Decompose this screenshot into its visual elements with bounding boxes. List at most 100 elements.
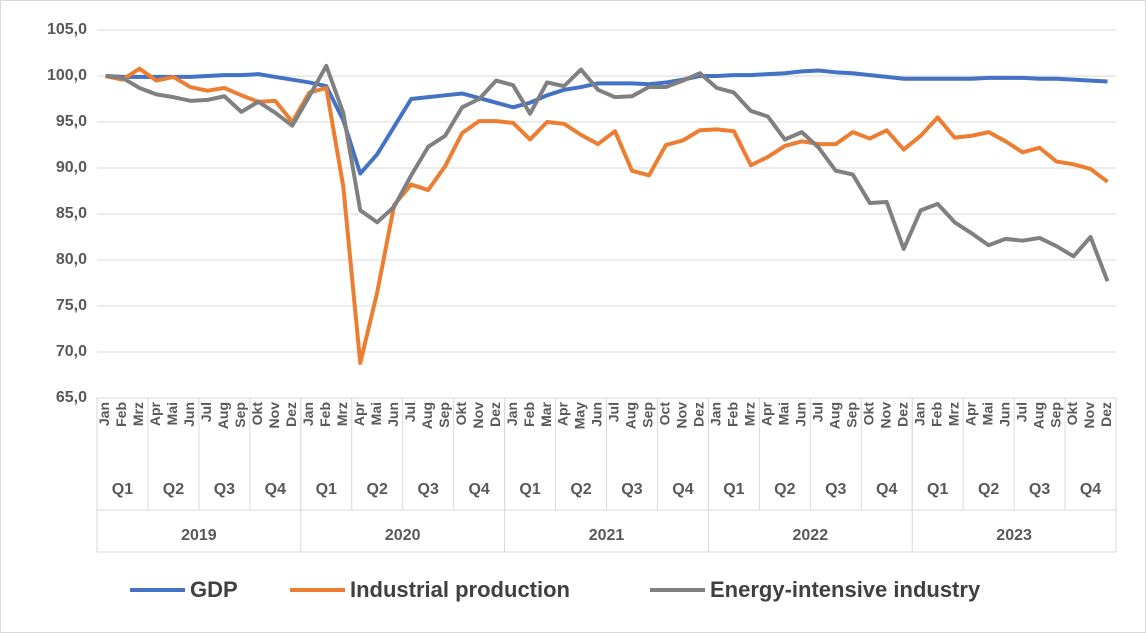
x-tick-label: Dez xyxy=(691,402,707,427)
legend-label: Industrial production xyxy=(350,577,570,602)
year-label: 2023 xyxy=(996,527,1032,544)
x-tick-label: Jun xyxy=(996,402,1012,427)
quarter-label: Q3 xyxy=(214,481,235,498)
x-tick-label: Jan xyxy=(911,402,927,426)
x-tick-label: Jul xyxy=(1013,402,1029,422)
quarter-label: Q4 xyxy=(1080,481,1101,498)
x-tick-label: Apr xyxy=(351,401,367,426)
x-tick-label: Mrz xyxy=(130,402,146,426)
x-tick-label: Feb xyxy=(317,402,333,427)
x-tick-label: Mrz xyxy=(945,402,961,426)
x-tick-label: Dez xyxy=(1098,402,1114,427)
year-label: 2022 xyxy=(793,527,829,544)
series-line xyxy=(105,66,1109,366)
quarter-label: Q2 xyxy=(978,481,999,498)
year-label: 2021 xyxy=(589,527,625,544)
x-tick-label: Jan xyxy=(504,402,520,426)
x-tick-label: Jun xyxy=(181,402,197,427)
x-tick-label: Sep xyxy=(640,402,656,428)
x-tick-label: Dez xyxy=(487,402,503,427)
quarter-label: Q1 xyxy=(723,481,744,498)
x-tick-label: Sep xyxy=(436,402,452,428)
x-tick-label: Okt xyxy=(1064,402,1080,426)
x-tick-label: Jan xyxy=(96,402,112,426)
x-tick-label: Apr xyxy=(962,401,978,426)
x-tick-label: Jul xyxy=(402,402,418,422)
x-tick-label: Aug xyxy=(623,402,639,429)
x-tick-label: Feb xyxy=(113,402,129,427)
x-tick-label: May xyxy=(572,402,588,429)
quarter-label: Q4 xyxy=(468,481,489,498)
x-tick-label: Jun xyxy=(793,402,809,427)
quarter-label: Q4 xyxy=(265,481,286,498)
x-tick-label: Mrz xyxy=(334,402,350,426)
x-tick-label: Okt xyxy=(453,402,469,426)
x-tick-label: Jan xyxy=(708,402,724,426)
x-tick-label: Mai xyxy=(164,402,180,425)
x-tick-label: Feb xyxy=(928,402,944,427)
x-tick-label: Jun xyxy=(385,402,401,427)
series-line xyxy=(105,63,1110,282)
quarter-label: Q3 xyxy=(418,481,439,498)
x-tick-label: Dez xyxy=(894,402,910,427)
legend-label: Energy-intensive industry xyxy=(710,577,981,602)
x-tick-label: Nov xyxy=(674,402,690,429)
y-tick-label: 95,0 xyxy=(56,113,87,130)
quarter-label: Q2 xyxy=(774,481,795,498)
x-tick-label: Mai xyxy=(979,402,995,425)
quarter-label: Q1 xyxy=(316,481,337,498)
year-label: 2020 xyxy=(385,527,421,544)
series-line xyxy=(105,68,1108,176)
quarter-label: Q2 xyxy=(570,481,591,498)
quarter-label: Q3 xyxy=(621,481,642,498)
quarter-label: Q4 xyxy=(672,481,693,498)
x-tick-label: Nov xyxy=(266,402,282,429)
quarter-label: Q3 xyxy=(825,481,846,498)
x-tick-label: Sep xyxy=(843,402,859,428)
quarter-label: Q1 xyxy=(519,481,540,498)
x-tick-label: Jan xyxy=(300,402,316,426)
quarter-label: Q1 xyxy=(112,481,133,498)
x-tick-label: Nov xyxy=(1081,402,1097,429)
quarter-label: Q2 xyxy=(163,481,184,498)
y-tick-label: 85,0 xyxy=(56,205,87,222)
legend-label: GDP xyxy=(190,577,238,602)
y-tick-label: 100,0 xyxy=(47,67,87,84)
x-tick-label: Aug xyxy=(826,402,842,429)
x-tick-label: Mai xyxy=(368,402,384,425)
x-tick-label: Apr xyxy=(147,401,163,426)
x-tick-label: Nov xyxy=(470,402,486,429)
y-tick-label: 70,0 xyxy=(56,343,87,360)
x-tick-label: Mai xyxy=(776,402,792,425)
x-tick-label: Okt xyxy=(249,402,265,426)
x-tick-label: Sep xyxy=(1047,402,1063,428)
quarter-label: Q3 xyxy=(1029,481,1050,498)
x-tick-label: Jun xyxy=(589,402,605,427)
y-tick-label: 105,0 xyxy=(47,21,87,38)
x-tick-label: Jul xyxy=(809,402,825,422)
x-tick-label: Okt xyxy=(860,402,876,426)
quarter-label: Q1 xyxy=(927,481,948,498)
x-tick-label: Aug xyxy=(215,402,231,429)
x-tick-label: Nov xyxy=(877,402,893,429)
y-tick-label: 75,0 xyxy=(56,297,87,314)
x-tick-label: Apr xyxy=(555,401,571,426)
x-tick-label: Apr xyxy=(759,401,775,426)
x-tick-label: Oct xyxy=(657,402,673,426)
x-tick-label: Mrz xyxy=(742,402,758,426)
x-tick-label: Mar xyxy=(538,401,554,426)
year-label: 2019 xyxy=(181,527,217,544)
x-tick-label: Sep xyxy=(232,402,248,428)
x-tick-label: Feb xyxy=(725,402,741,427)
x-tick-label: Jul xyxy=(198,402,214,422)
x-tick-label: Aug xyxy=(1030,402,1046,429)
y-tick-label: 80,0 xyxy=(56,251,87,268)
y-tick-label: 65,0 xyxy=(56,389,87,406)
x-tick-label: Aug xyxy=(419,402,435,429)
quarter-label: Q4 xyxy=(876,481,897,498)
y-tick-label: 90,0 xyxy=(56,159,87,176)
x-tick-label: Dez xyxy=(283,402,299,427)
quarter-label: Q2 xyxy=(367,481,388,498)
